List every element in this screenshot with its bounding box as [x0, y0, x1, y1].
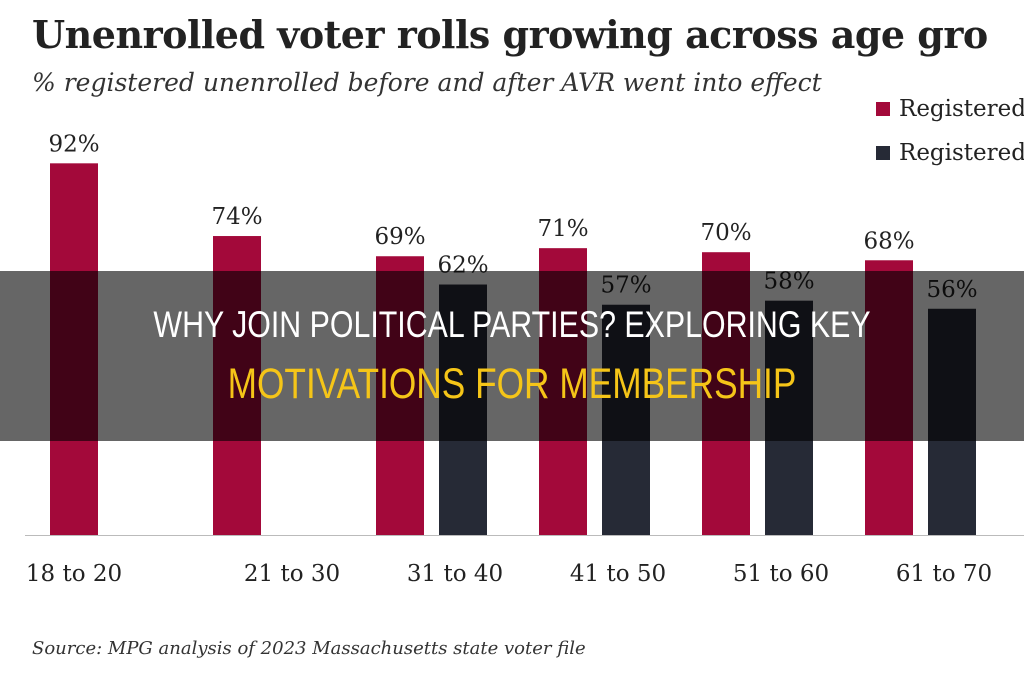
legend-swatch [876, 146, 890, 160]
x-tick-label: 18 to 20 [26, 561, 122, 587]
legend-label: Registered [899, 140, 1024, 166]
source-note: Source: MPG analysis of 2023 Massachuset… [32, 638, 586, 659]
x-tick-label: 41 to 50 [570, 561, 666, 587]
data-label: 68% [863, 228, 914, 254]
legend-swatch [876, 102, 890, 116]
legend-label: Registered [899, 96, 1024, 122]
data-label: 70% [700, 220, 751, 246]
x-tick-label: 31 to 40 [407, 561, 503, 587]
overlay-headline-line-2: MOTIVATIONS FOR MEMBERSHIP [227, 360, 797, 408]
x-tick-label: 61 to 70 [896, 561, 992, 587]
chart-title: Unenrolled voter rolls growing across ag… [32, 12, 988, 57]
chart-subtitle: % registered unenrolled before and after… [32, 68, 822, 97]
overlay-headline-line-1: WHY JOIN POLITICAL PARTIES? EXPLORING KE… [153, 304, 871, 345]
legend-item-series-2: Registered [876, 140, 1024, 166]
title-overlay-band [0, 271, 1024, 441]
data-label: 71% [537, 216, 588, 242]
data-label: 74% [211, 204, 262, 230]
data-label: 69% [374, 224, 425, 250]
data-label: 92% [48, 131, 99, 157]
x-tick-label: 21 to 30 [244, 561, 340, 587]
legend-item-series-1: Registered [876, 96, 1024, 122]
x-tick-label: 51 to 60 [733, 561, 829, 587]
